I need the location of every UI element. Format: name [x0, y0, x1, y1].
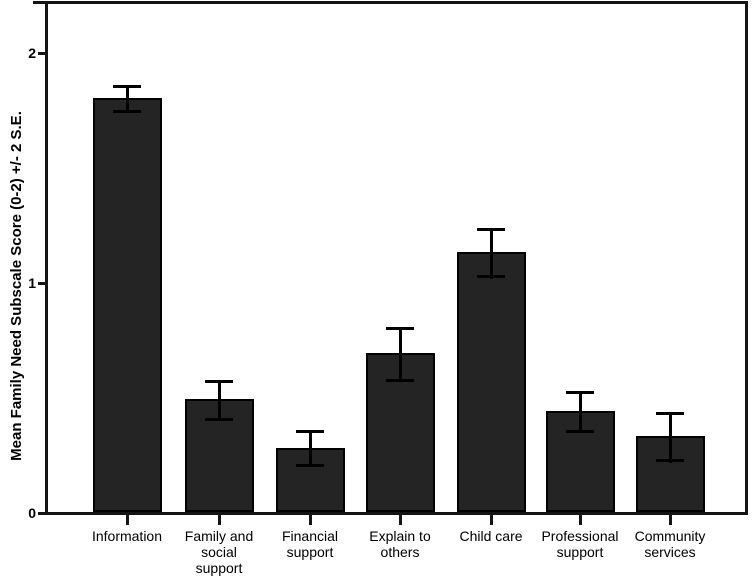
error-bar-cap-bottom	[113, 110, 141, 113]
error-bar-cap-top	[386, 327, 414, 330]
y-tick-label: 2	[28, 45, 36, 61]
error-bar-cap-bottom	[656, 459, 684, 462]
x-axis-tick	[126, 515, 129, 525]
error-bar-cap-top	[113, 85, 141, 88]
plot-area	[45, 1, 748, 515]
error-bar-cap-bottom	[566, 430, 594, 433]
x-axis-tick	[579, 515, 582, 525]
y-tick-label: 1	[28, 275, 36, 291]
plot-inner	[48, 4, 745, 512]
error-bar-cap-bottom	[477, 275, 505, 278]
error-bar-stem	[489, 228, 493, 279]
y-axis-tick	[38, 282, 46, 285]
x-axis-tick	[399, 515, 402, 525]
x-category-label: Family and social support	[184, 528, 254, 576]
error-bar-stem	[125, 85, 129, 113]
error-bar-cap-top	[656, 412, 684, 415]
y-tick-label: 0	[28, 505, 36, 521]
x-axis-tick	[669, 515, 672, 525]
bar	[92, 98, 162, 512]
error-bar-cap-top	[566, 391, 594, 394]
x-axis-tick	[490, 515, 493, 525]
y-axis-tick	[38, 512, 46, 515]
error-bar-stem	[578, 391, 582, 432]
error-bar-stem	[217, 380, 221, 421]
x-category-label: Financial support	[281, 528, 339, 560]
error-bar-cap-bottom	[296, 464, 324, 467]
error-bar-cap-bottom	[386, 379, 414, 382]
error-bar-stem	[668, 412, 672, 463]
y-axis-tick	[38, 52, 46, 55]
error-bar-cap-top	[205, 380, 233, 383]
x-category-label: Information	[91, 528, 163, 544]
x-axis-tick	[309, 515, 312, 525]
error-bar-stem	[398, 327, 402, 382]
x-category-label: Child care	[459, 528, 523, 544]
frame-top-overhang	[33, 1, 49, 4]
error-bar-cap-top	[296, 430, 324, 433]
error-bar-stem	[308, 430, 312, 467]
x-category-label: Community services	[634, 528, 706, 560]
x-category-label: Professional support	[541, 528, 619, 560]
x-axis-tick	[218, 515, 221, 525]
error-bar-cap-bottom	[205, 418, 233, 421]
x-category-label: Explain to others	[369, 528, 431, 560]
error-bar-cap-top	[477, 228, 505, 231]
bar	[456, 252, 526, 512]
